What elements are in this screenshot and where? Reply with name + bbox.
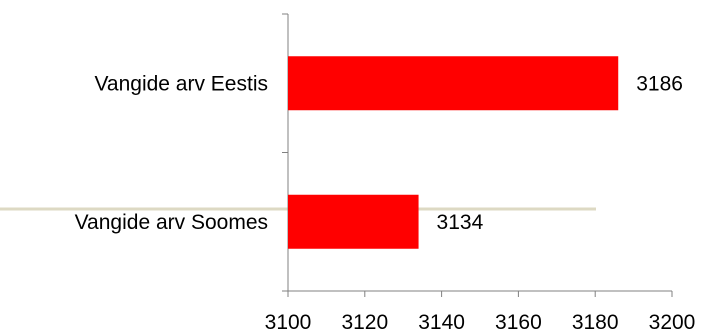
data-label: 3134: [437, 211, 484, 234]
x-tick-label: 3200: [649, 311, 696, 334]
x-tick-label: 3160: [495, 311, 542, 334]
bar: [288, 56, 619, 111]
x-tick-label: 3120: [341, 311, 388, 334]
x-tick-label: 3100: [265, 311, 312, 334]
chart-bars: [288, 56, 619, 249]
bar: [288, 194, 419, 249]
x-tick-label: 3180: [572, 311, 619, 334]
category-label: Vangide arv Soomes: [75, 211, 268, 234]
chart-labels: 3100 3120 3140 3160 3180 3200 Vangide arv Eest…: [75, 72, 696, 334]
data-label: 3186: [636, 72, 683, 95]
category-label: Vangide arv Eestis: [94, 72, 268, 95]
x-tick-label: 3140: [418, 311, 465, 334]
